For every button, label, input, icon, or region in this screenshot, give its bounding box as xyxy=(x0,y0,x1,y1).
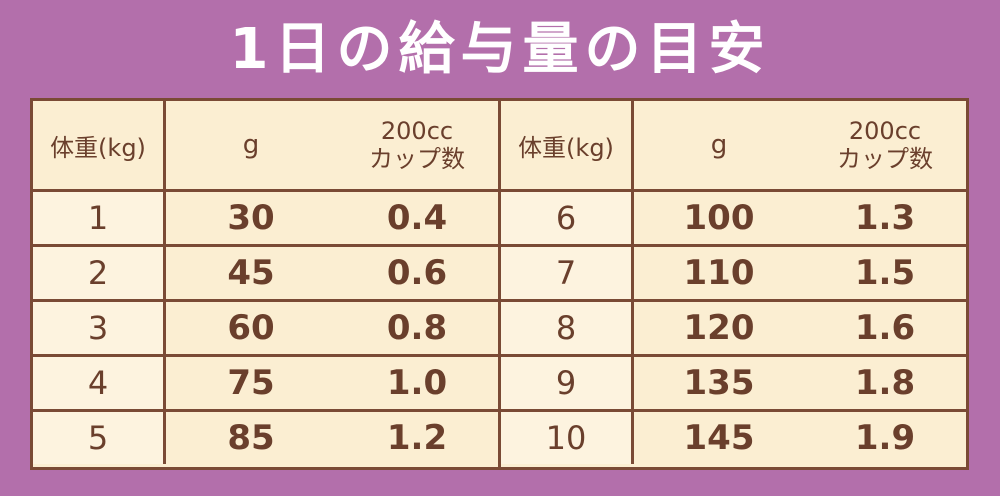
table-row: 1 30 0.4 xyxy=(33,189,498,244)
grams-cell: 135 xyxy=(634,357,804,409)
header-cups-line1: 200cc xyxy=(380,117,454,145)
page-title: 1日の給与量の目安 xyxy=(229,17,771,82)
grams-cell: 120 xyxy=(634,302,804,354)
weight-cell: 10 xyxy=(501,412,634,464)
grams-cell: 145 xyxy=(634,412,804,464)
cups-cell: 1.9 xyxy=(804,412,966,464)
weight-cell: 6 xyxy=(501,192,634,244)
grams-cell: 75 xyxy=(166,357,336,409)
table-row: 9 135 1.8 xyxy=(501,354,966,409)
table-row: 2 45 0.6 xyxy=(33,244,498,299)
header-grams: g xyxy=(242,130,260,160)
weight-cell: 9 xyxy=(501,357,634,409)
table-right-half: 体重(kg) g 200cc カップ数 6 100 1.3 7 110 1.5 … xyxy=(498,101,966,467)
grams-cell: 45 xyxy=(166,247,336,299)
cups-cell: 0.6 xyxy=(336,247,498,299)
table-row: 5 85 1.2 xyxy=(33,409,498,464)
header-cups: 200cc カップ数 xyxy=(336,101,498,189)
weight-cell: 7 xyxy=(501,247,634,299)
cups-cell: 0.4 xyxy=(336,192,498,244)
weight-cell: 1 xyxy=(33,192,166,244)
table-row: 7 110 1.5 xyxy=(501,244,966,299)
header-cups-line2: カップ数 xyxy=(369,145,465,173)
weight-cell: 4 xyxy=(33,357,166,409)
table-row: 6 100 1.3 xyxy=(501,189,966,244)
cups-cell: 1.2 xyxy=(336,412,498,464)
header-weight: 体重(kg) xyxy=(501,101,634,189)
cups-cell: 0.8 xyxy=(336,302,498,354)
cups-cell: 1.3 xyxy=(804,192,966,244)
cups-cell: 1.0 xyxy=(336,357,498,409)
table-row: 3 60 0.8 xyxy=(33,299,498,354)
header-cups: 200cc カップ数 xyxy=(804,101,966,189)
table-row: 8 120 1.6 xyxy=(501,299,966,354)
table-header-row: 体重(kg) g 200cc カップ数 xyxy=(33,101,498,189)
table-row: 4 75 1.0 xyxy=(33,354,498,409)
grams-cell: 110 xyxy=(634,247,804,299)
feeding-table: 体重(kg) g 200cc カップ数 1 30 0.4 2 45 0.6 3 xyxy=(30,98,969,470)
header-cups-line2: カップ数 xyxy=(837,145,933,173)
cups-cell: 1.5 xyxy=(804,247,966,299)
header-cups-line1: 200cc xyxy=(848,117,922,145)
weight-cell: 5 xyxy=(33,412,166,464)
header-weight: 体重(kg) xyxy=(33,101,166,189)
cups-cell: 1.8 xyxy=(804,357,966,409)
table-row: 10 145 1.9 xyxy=(501,409,966,464)
grams-cell: 60 xyxy=(166,302,336,354)
grams-cell: 100 xyxy=(634,192,804,244)
table-header-row: 体重(kg) g 200cc カップ数 xyxy=(501,101,966,189)
weight-cell: 2 xyxy=(33,247,166,299)
grams-cell: 85 xyxy=(166,412,336,464)
weight-cell: 8 xyxy=(501,302,634,354)
cups-cell: 1.6 xyxy=(804,302,966,354)
weight-cell: 3 xyxy=(33,302,166,354)
header-grams: g xyxy=(710,130,728,160)
grams-cell: 30 xyxy=(166,192,336,244)
table-left-half: 体重(kg) g 200cc カップ数 1 30 0.4 2 45 0.6 3 xyxy=(33,101,498,467)
